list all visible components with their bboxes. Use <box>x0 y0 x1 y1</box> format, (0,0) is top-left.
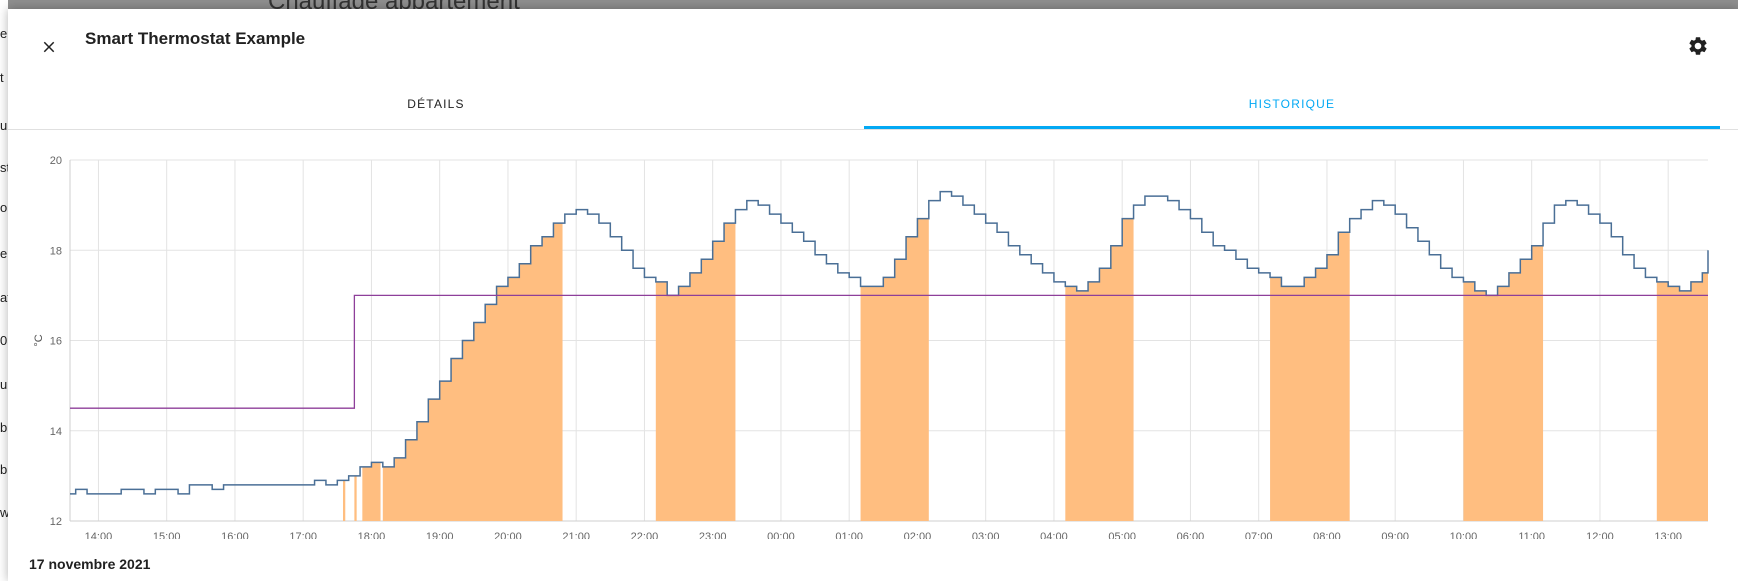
settings-button[interactable] <box>1678 26 1718 66</box>
x-tick-label: 06:00 <box>1177 531 1205 539</box>
heating-area <box>1656 272 1708 521</box>
x-tick-label: 19:00 <box>426 531 454 539</box>
tab-details[interactable]: DÉTAILS <box>407 97 465 111</box>
tab-history[interactable]: HISTORIQUE <box>864 81 1720 129</box>
x-tick-label: 10:00 <box>1450 531 1478 539</box>
tab-bar: DÉTAILS HISTORIQUE <box>8 81 1738 130</box>
heating-area <box>1065 218 1134 521</box>
x-tick-label: 17:00 <box>289 531 317 539</box>
y-tick-label: 16 <box>50 336 62 348</box>
background-edge-letter: w <box>0 505 8 520</box>
heating-area <box>1270 232 1350 521</box>
close-icon <box>43 41 55 53</box>
target-temperature-line <box>70 294 1708 409</box>
y-tick-label: 14 <box>50 426 62 438</box>
dialog-header: Smart Thermostat Example <box>8 9 1738 73</box>
background-edge-letter: at <box>0 290 8 305</box>
background-edge-letter: 0 <box>0 333 8 348</box>
x-tick-label: 22:00 <box>631 531 659 539</box>
x-tick-label: 15:00 <box>153 531 181 539</box>
heating-area <box>860 218 929 521</box>
heating-area <box>343 480 346 521</box>
heating-area <box>382 223 563 522</box>
heating-area <box>354 475 357 521</box>
background-edge-letter: b <box>0 420 8 435</box>
x-tick-label: 13:00 <box>1654 531 1682 539</box>
more-info-dialog: Smart Thermostat Example DÉTAILS HISTORI… <box>8 9 1738 581</box>
x-tick-label: 12:00 <box>1586 531 1614 539</box>
background-edge-letter: o <box>0 200 8 215</box>
x-tick-label: 20:00 <box>494 531 522 539</box>
x-tick-label: 16:00 <box>221 531 249 539</box>
gear-icon <box>1689 37 1707 55</box>
y-tick-label: 20 <box>50 155 62 167</box>
x-tick-label: 21:00 <box>562 531 590 539</box>
background-edge-letter: u <box>0 377 8 392</box>
x-tick-label: 04:00 <box>1040 531 1068 539</box>
x-tick-label: 00:00 <box>767 531 795 539</box>
history-chart: 12 14 16 18 20 °C 14:00 15:00 16:00 17:00 18:00 19:… <box>8 139 1738 543</box>
heating-area <box>362 462 381 521</box>
x-tick-label: 01:00 <box>835 531 863 539</box>
x-tick-label: 14:00 <box>85 531 113 539</box>
background-edge-letter: t <box>0 70 4 85</box>
date-label: 17 novembre 2021 <box>29 556 151 572</box>
x-tick-label: 08:00 <box>1313 531 1341 539</box>
x-tick-label: 07:00 <box>1245 531 1273 539</box>
y-tick-label: 18 <box>50 245 62 257</box>
y-axis-label: °C <box>33 334 45 346</box>
y-tick-label: 12 <box>50 516 62 528</box>
x-tick-label: 03:00 <box>972 531 1000 539</box>
background-sidebar-edge: e t u st o e at 0 u b b w <box>0 0 8 581</box>
background-edge-letter: b <box>0 462 8 477</box>
x-tick-label: 05:00 <box>1108 531 1136 539</box>
heating-area <box>1463 245 1544 522</box>
heating-area <box>655 223 736 522</box>
x-tick-label: 18:00 <box>358 531 386 539</box>
x-tick-label: 09:00 <box>1381 531 1409 539</box>
current-temperature-line <box>70 190 1709 495</box>
x-tick-label: 23:00 <box>699 531 727 539</box>
background-edge-letter: e <box>0 246 8 261</box>
history-chart-svg: 12 14 16 18 20 °C 14:00 15:00 16:00 17:00 18:00 19:… <box>33 155 1709 543</box>
dialog-title: Smart Thermostat Example <box>85 29 306 48</box>
close-button[interactable] <box>28 26 70 68</box>
x-tick-label: 02:00 <box>904 531 932 539</box>
background-edge-letter: u <box>0 118 8 133</box>
background-edge-letter: e <box>0 26 8 41</box>
x-tick-label: 11:00 <box>1518 531 1545 539</box>
background-edge-letter: st <box>0 160 8 175</box>
